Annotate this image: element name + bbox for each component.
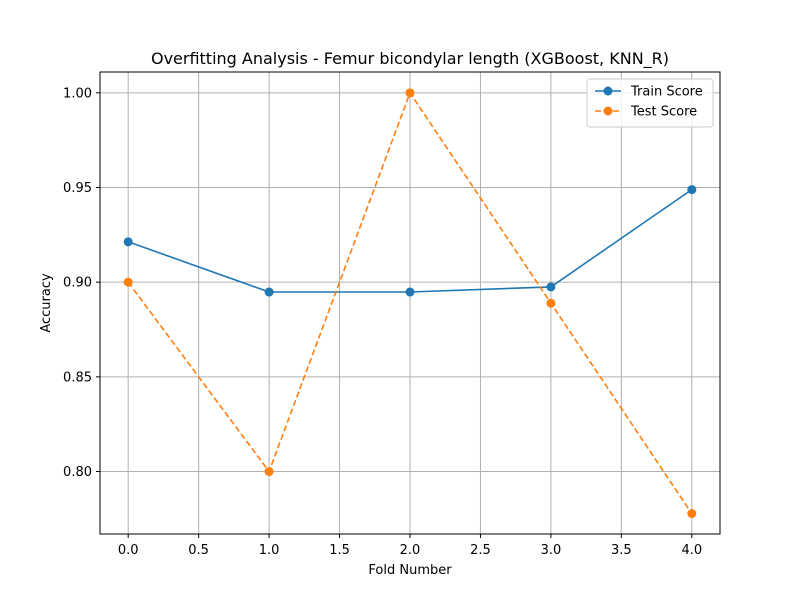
x-tick-label: 0.0 [118,543,139,558]
test-score-point [546,298,556,308]
y-tick-label: 0.80 [63,465,92,480]
series-layer [123,88,697,519]
train-score-point [405,287,415,297]
y-tick-label: 0.90 [63,276,92,291]
legend-test-score-marker [603,106,613,116]
train-score-point [123,237,133,247]
chart-title: Overfitting Analysis - Femur bicondylar … [151,49,669,69]
test-score-point [123,277,133,287]
test-score-point [264,467,274,477]
train-score-point [264,287,274,297]
legend-train-score-label: Train Score [630,85,703,100]
x-tick-label: 3.5 [611,543,632,558]
y-tick-label: 0.85 [63,370,92,385]
test-score-point [687,509,697,519]
y-tick-label: 0.95 [63,181,92,196]
y-axis-title: Accuracy [39,273,54,333]
test-score-point [405,88,415,98]
x-tick-label: 2.0 [400,543,421,558]
legend: Train Score Test Score [586,78,714,128]
x-axis-title: Fold Number [368,563,452,578]
train-score-point [687,185,697,195]
y-tick-label: 1.00 [63,86,92,101]
x-tick-label: 0.5 [188,543,209,558]
x-tick-label: 3.0 [541,543,562,558]
x-tick-label: 1.5 [329,543,350,558]
legend-train-score-marker [603,86,613,96]
x-tick-label: 2.5 [470,543,491,558]
ticks: 0.0 0.5 1.0 1.5 2.0 2.5 3.0 3.5 4.0 0.80 0.85 0.90 0… [63,86,702,558]
legend-test-score-label: Test Score [630,105,697,120]
x-tick-label: 1.0 [259,543,280,558]
train-score-point [546,282,556,292]
x-tick-label: 4.0 [681,543,702,558]
